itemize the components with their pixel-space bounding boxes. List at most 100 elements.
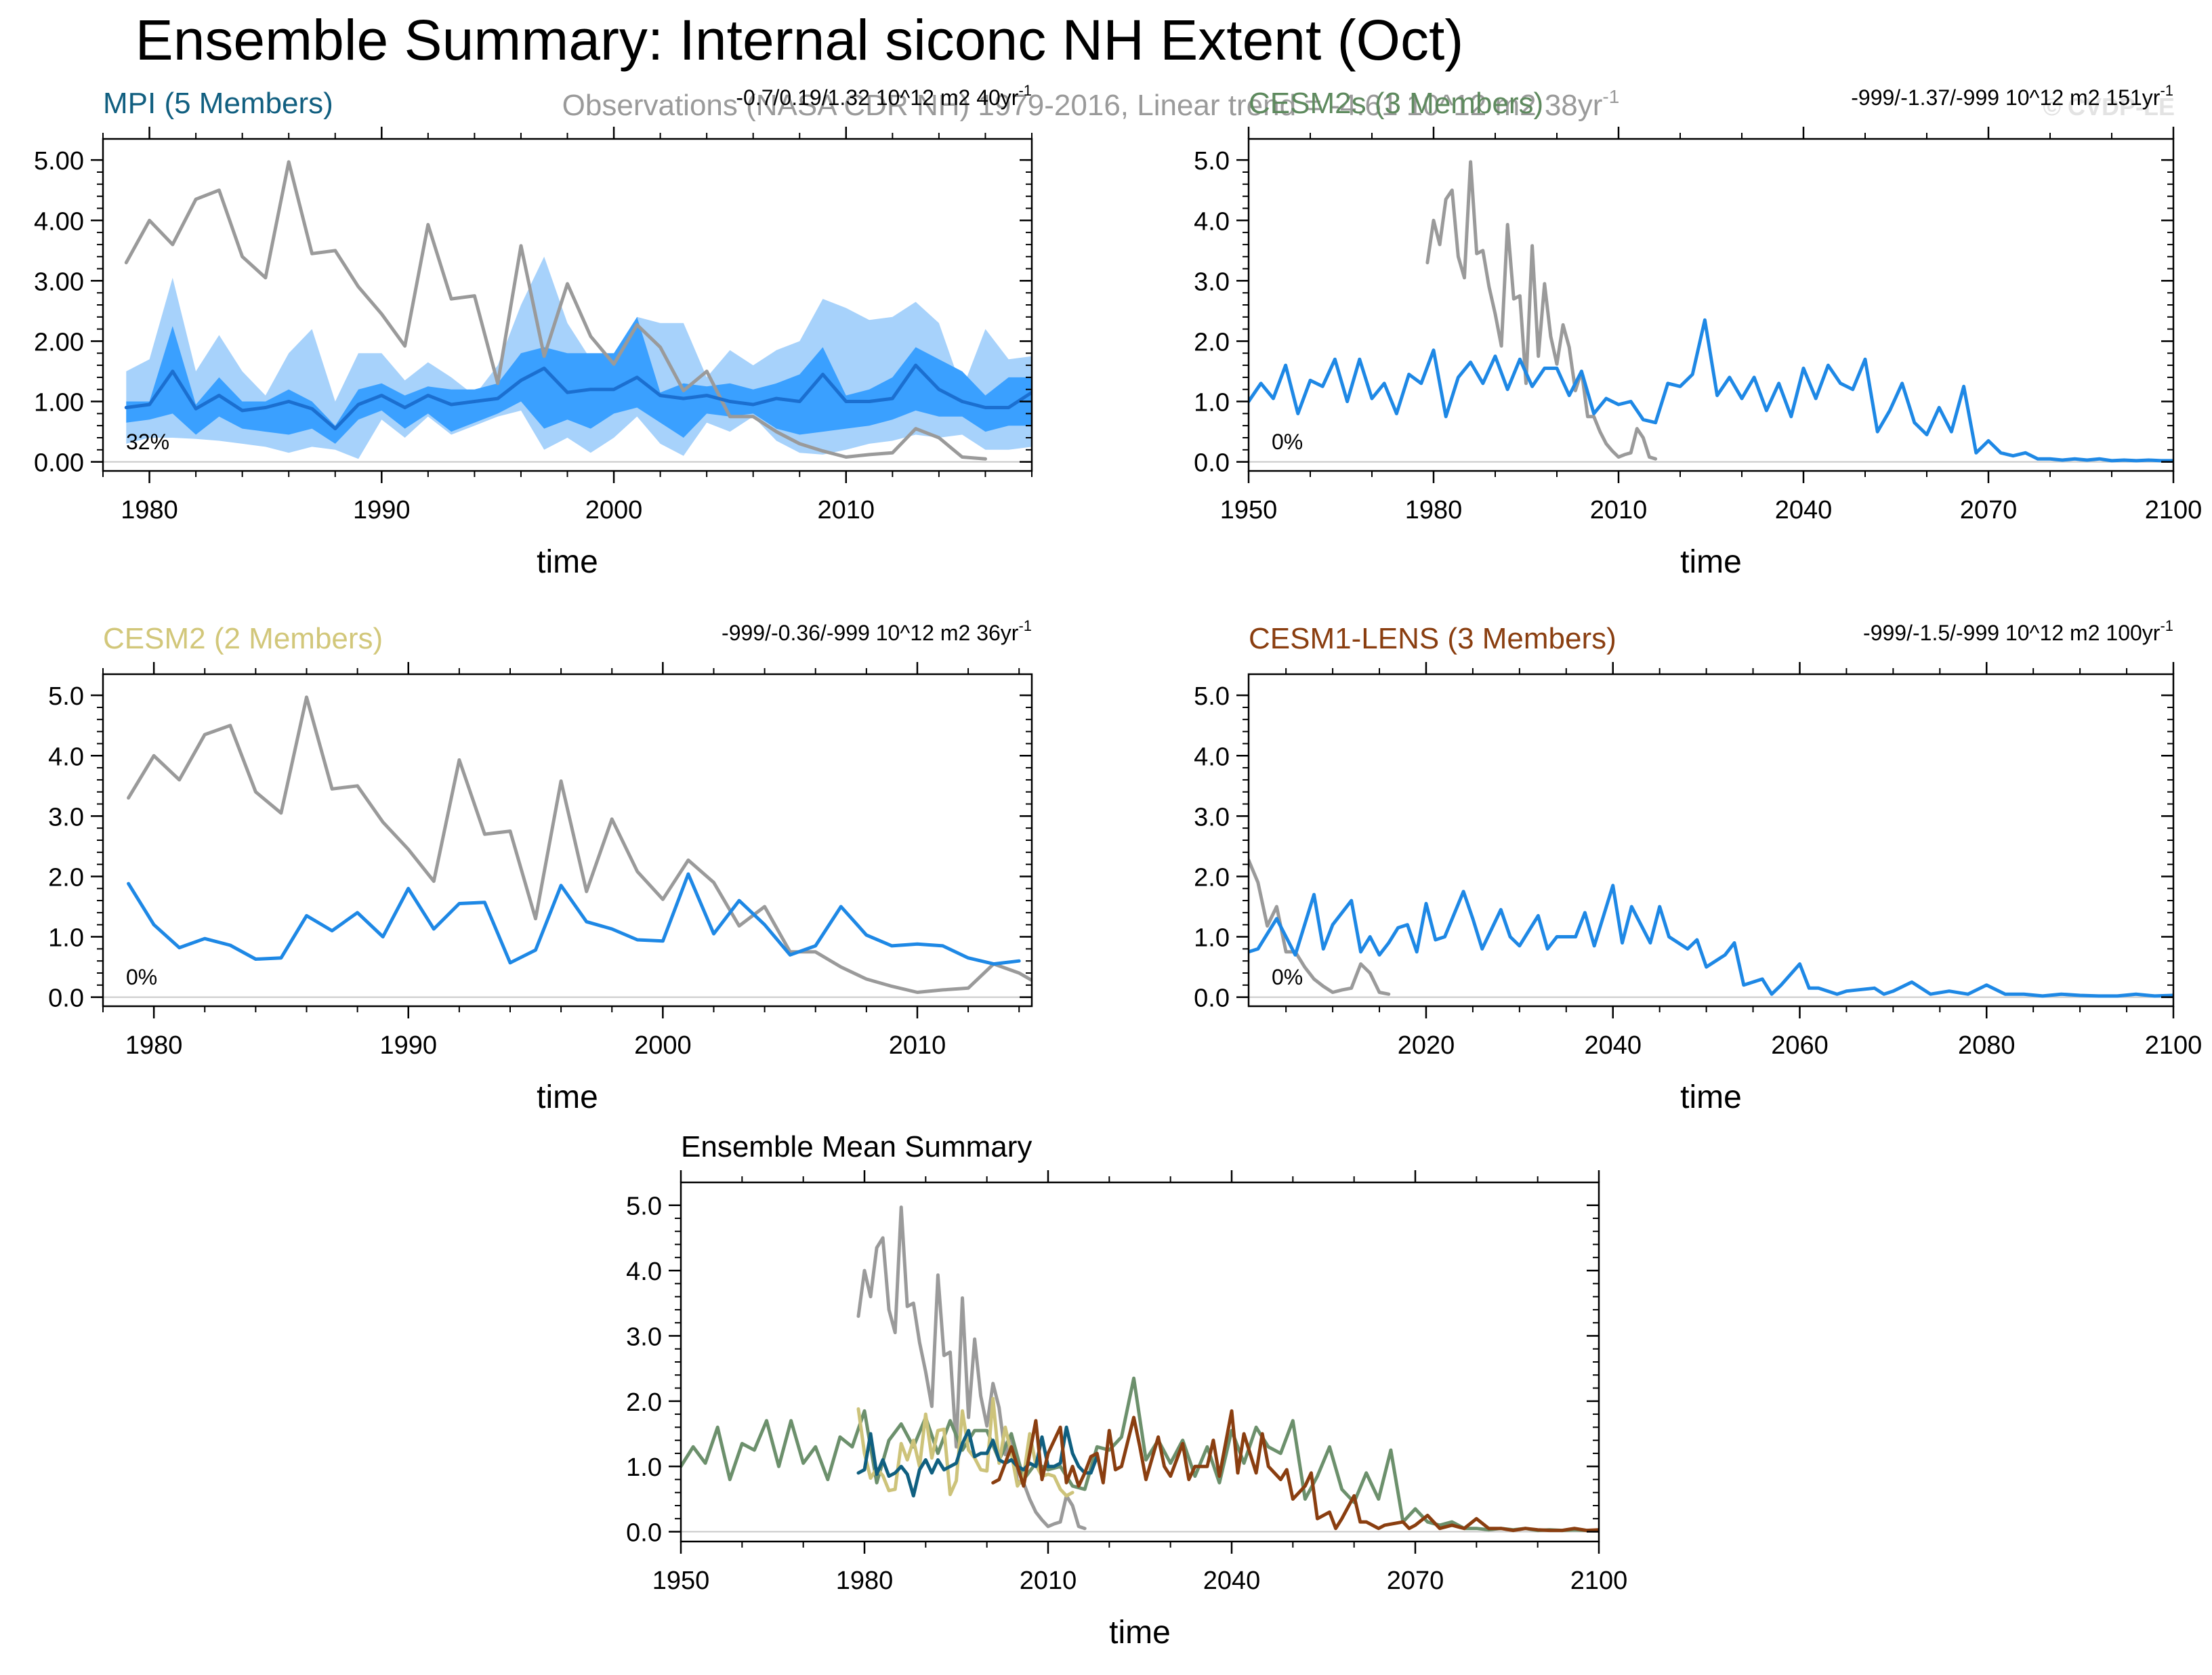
x-tick-label: 2100 xyxy=(2145,1031,2203,1060)
y-tick-label: 1.0 xyxy=(1194,924,1230,953)
x-axis-label: time xyxy=(1680,1079,1742,1115)
trend-label-sup: -1 xyxy=(1018,617,1032,634)
y-tick-label: 3.0 xyxy=(48,803,84,831)
y-tick-label: 4.0 xyxy=(48,743,84,771)
x-axis-label: time xyxy=(1680,544,1742,580)
y-tick-label: 4.0 xyxy=(1194,207,1230,236)
x-tick-label: 2060 xyxy=(1771,1031,1829,1060)
series-cesm2s-3-members xyxy=(681,1376,1599,1533)
figure-title: Ensemble Summary: Internal siconc NH Ext… xyxy=(135,8,1464,72)
x-tick-label: 1950 xyxy=(1220,496,1278,524)
series-line xyxy=(124,363,1032,431)
y-tick-label: 5.00 xyxy=(34,147,84,175)
x-tick-label: 1980 xyxy=(125,1031,183,1060)
y-tick-label: 2.0 xyxy=(48,863,84,892)
y-tick-label: 5.0 xyxy=(1194,147,1230,175)
panel-title: Ensemble Mean Summary xyxy=(681,1130,1032,1163)
series-line xyxy=(681,1376,1599,1533)
percent-label: 0% xyxy=(1272,430,1303,454)
y-tick-label: 2.00 xyxy=(34,328,84,356)
y-tick-label: 4.00 xyxy=(34,207,84,236)
y-tick-label: 1.0 xyxy=(48,924,84,953)
trend-label-text: -0.7/0.19/1.32 10^12 m2 40yr xyxy=(736,85,1018,110)
x-tick-label: 2040 xyxy=(1584,1031,1642,1060)
series-cesm1-lens-3-members xyxy=(991,1409,1599,1533)
trend-label: -0.7/0.19/1.32 10^12 m2 40yr-1 xyxy=(736,82,1032,110)
trend-label-sup: -1 xyxy=(2160,617,2173,634)
plot-frame xyxy=(1247,673,2175,1008)
y-tick-label: 0.0 xyxy=(1194,985,1230,1013)
observations-label-text: Observations (NASA CDR NH) 1979-2016, Li… xyxy=(562,89,1603,122)
y-tick-label: 5.0 xyxy=(48,682,84,711)
series-line xyxy=(991,1409,1599,1533)
x-tick-label: 2040 xyxy=(1775,496,1833,524)
series-line xyxy=(1425,160,1658,461)
series-ensemble-mean xyxy=(1249,884,2173,998)
series-line xyxy=(1249,318,2173,463)
x-tick-label: 1980 xyxy=(1405,496,1463,524)
y-tick-label: 4.0 xyxy=(1194,743,1230,771)
trend-label-text: -999/-1.5/-999 10^12 m2 100yr xyxy=(1863,621,2161,645)
trend-label: -999/-1.37/-999 10^12 m2 151yr-1 xyxy=(1851,82,2173,110)
y-tick-label: 0.0 xyxy=(1194,449,1230,478)
series-observations xyxy=(124,160,987,461)
x-axis-label: time xyxy=(537,544,598,580)
x-tick-label: 2070 xyxy=(1387,1567,1444,1595)
x-tick-label: 2000 xyxy=(585,496,643,524)
y-tick-label: 5.0 xyxy=(626,1193,662,1221)
y-tick-label: 0.00 xyxy=(34,449,84,478)
series-ensemble-mean xyxy=(124,363,1032,431)
x-tick-label: 2100 xyxy=(2145,496,2203,524)
x-tick-label: 1980 xyxy=(121,496,178,524)
panel-cesm1-lens: 0.0 1.0 2.0 3.0 4.0 5.0 2020 2040 2060 2080 2100 ti… xyxy=(1194,617,2202,1115)
x-tick-label: 2100 xyxy=(1570,1567,1628,1595)
y-tick-label: 1.00 xyxy=(34,389,84,417)
series-observations xyxy=(1425,160,1658,461)
x-tick-label: 2010 xyxy=(818,496,875,524)
y-tick-label: 0.0 xyxy=(48,985,84,1013)
series-line xyxy=(1249,884,2173,998)
trend-label-text: -999/-1.37/-999 10^12 m2 151yr xyxy=(1851,85,2161,110)
y-tick-label: 5.0 xyxy=(1194,682,1230,711)
series-line xyxy=(127,695,1032,994)
trend-label-sup: -1 xyxy=(1018,82,1032,99)
series-observations xyxy=(1249,858,1391,996)
y-tick-label: 3.0 xyxy=(1194,268,1230,296)
plot-frame xyxy=(1247,138,2175,472)
y-tick-label: 3.00 xyxy=(34,268,84,296)
series-line xyxy=(1249,858,1391,996)
series-observations xyxy=(856,1205,1087,1531)
panel-title: MPI (5 Members) xyxy=(103,87,333,120)
panel-title: CESM1-LENS (3 Members) xyxy=(1249,622,1616,655)
trend-label: -999/-0.36/-999 10^12 m2 36yr-1 xyxy=(722,617,1032,645)
trend-label-text: -999/-0.36/-999 10^12 m2 36yr xyxy=(722,621,1019,645)
series-line xyxy=(127,872,1021,966)
watermark: © CVDP-LE xyxy=(2043,93,2175,121)
y-tick-label: 1.0 xyxy=(626,1453,662,1482)
observations-label-sup: -1 xyxy=(1602,86,1619,107)
observations-label: Observations (NASA CDR NH) 1979-2016, Li… xyxy=(562,86,1620,122)
series-ensemble-mean xyxy=(127,872,1021,966)
series-observations xyxy=(127,695,1032,994)
y-tick-label: 2.0 xyxy=(1194,863,1230,892)
y-tick-label: 0.0 xyxy=(626,1519,662,1548)
x-tick-label: 1990 xyxy=(379,1031,437,1060)
plot-frame xyxy=(680,1181,1600,1543)
percent-label: 0% xyxy=(126,965,157,989)
series-line xyxy=(856,1205,1087,1531)
percent-label: 0% xyxy=(1272,965,1303,989)
x-axis-label: time xyxy=(1109,1615,1171,1651)
percent-label: 32% xyxy=(126,430,169,454)
trend-label: -999/-1.5/-999 10^12 m2 100yr-1 xyxy=(1863,617,2173,645)
x-tick-label: 2010 xyxy=(1590,496,1648,524)
x-tick-label: 2010 xyxy=(1020,1567,1077,1595)
panel-title: CESM2 (2 Members) xyxy=(103,622,383,655)
panel-ensemble-mean-summary: 0.0 1.0 2.0 3.0 4.0 5.0 1950 1980 2010 2040 2070 21… xyxy=(626,1130,1627,1651)
y-tick-label: 3.0 xyxy=(626,1323,662,1351)
series-line xyxy=(124,160,987,461)
series-ensemble-mean xyxy=(1249,318,2173,463)
panel-title: CESM2s (3 Members) xyxy=(1249,87,1543,120)
x-tick-label: 2070 xyxy=(1960,496,2018,524)
x-tick-label: 2010 xyxy=(889,1031,946,1060)
